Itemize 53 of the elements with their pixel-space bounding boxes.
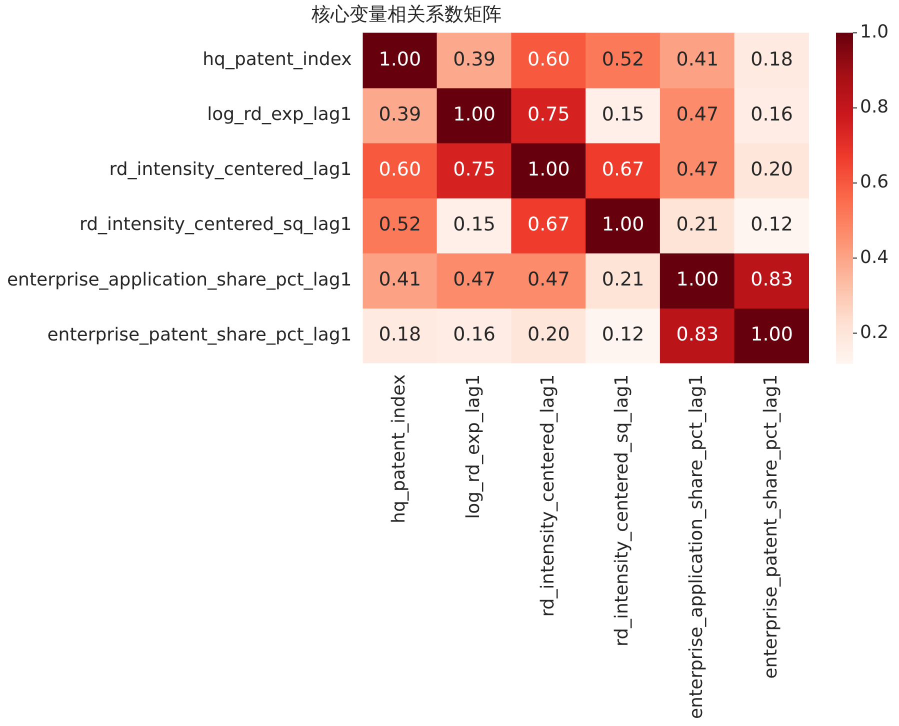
color-bar-label: 1.0 bbox=[860, 21, 889, 42]
data-label: 0.15 bbox=[602, 103, 644, 126]
data-label: 0.12 bbox=[602, 324, 644, 346]
data-label: 1.00 bbox=[676, 268, 719, 291]
x-tick-label: rd_intensity_centered_sq_lag1 bbox=[612, 374, 633, 647]
data-label: 0.18 bbox=[750, 48, 793, 70]
data-label: 0.39 bbox=[378, 103, 422, 126]
data-label: 0.16 bbox=[750, 103, 793, 126]
data-label: 0.47 bbox=[528, 268, 570, 291]
data-label: 0.67 bbox=[528, 213, 570, 236]
data-label: 0.41 bbox=[378, 268, 422, 291]
y-tick-label: rd_intensity_centered_sq_lag1 bbox=[79, 214, 352, 236]
data-label: 0.41 bbox=[676, 48, 719, 70]
y-tick-label: hq_patent_index bbox=[202, 49, 352, 70]
data-label: 0.75 bbox=[528, 103, 570, 126]
data-label: 0.20 bbox=[750, 158, 793, 180]
data-label: 0.47 bbox=[676, 158, 719, 180]
data-label: 0.75 bbox=[453, 158, 496, 180]
data-label: 0.21 bbox=[602, 268, 644, 291]
data-label: 0.12 bbox=[750, 213, 793, 236]
chart-title: 核心变量相关系数矩阵 bbox=[310, 3, 502, 26]
data-label: 0.52 bbox=[602, 48, 644, 70]
x-tick-label: enterprise_patent_share_pct_lag1 bbox=[760, 374, 782, 679]
x-tick-label: enterprise_application_share_pct_lag1 bbox=[686, 374, 708, 720]
data-label: 0.83 bbox=[750, 268, 793, 291]
color-bar-label: 0.2 bbox=[860, 322, 889, 343]
y-tick-label: rd_intensity_centered_lag1 bbox=[109, 159, 352, 180]
data-label: 0.21 bbox=[676, 213, 719, 236]
data-label: 0.52 bbox=[378, 213, 422, 236]
y-tick-label: enterprise_patent_share_pct_lag1 bbox=[47, 324, 352, 346]
color-bar-label: 0.4 bbox=[860, 246, 889, 268]
data-label: 0.16 bbox=[453, 324, 496, 346]
x-tick-label: rd_intensity_centered_lag1 bbox=[537, 374, 558, 617]
data-label: 1.00 bbox=[528, 158, 570, 180]
data-label: 1.00 bbox=[453, 103, 496, 126]
data-label: 0.47 bbox=[676, 103, 719, 126]
data-label: 1.00 bbox=[602, 213, 644, 236]
y-tick-label: enterprise_application_share_pct_lag1 bbox=[6, 269, 352, 290]
data-label: 0.15 bbox=[453, 213, 496, 236]
data-label: 0.47 bbox=[453, 268, 496, 291]
x-tick-label: log_rd_exp_lag1 bbox=[463, 374, 484, 519]
data-label: 0.20 bbox=[528, 324, 570, 346]
data-label: 0.39 bbox=[453, 48, 496, 70]
data-label: 0.60 bbox=[378, 158, 422, 180]
data-label: 1.00 bbox=[750, 324, 793, 346]
color-bar-label: 0.6 bbox=[860, 172, 889, 193]
color-bar-label: 0.8 bbox=[860, 96, 889, 118]
y-tick-label: log_rd_exp_lag1 bbox=[207, 104, 352, 126]
data-label: 1.00 bbox=[378, 48, 422, 70]
data-label: 0.60 bbox=[528, 48, 570, 70]
data-label: 0.83 bbox=[676, 324, 719, 346]
data-label: 0.67 bbox=[602, 158, 644, 180]
data-label: 0.18 bbox=[378, 324, 422, 346]
